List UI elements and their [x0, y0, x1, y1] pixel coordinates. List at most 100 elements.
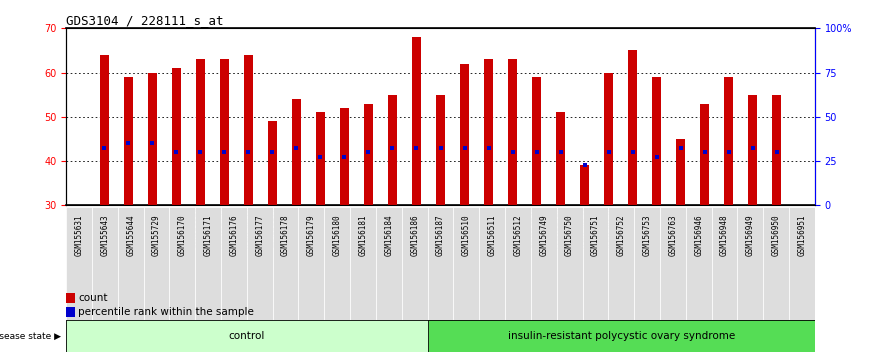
Text: GSM156751: GSM156751 — [591, 214, 600, 256]
Bar — [340, 108, 349, 205]
Bar — [376, 207, 402, 349]
Text: count: count — [78, 293, 107, 303]
Text: GSM156181: GSM156181 — [359, 214, 367, 256]
Text: GSM155643: GSM155643 — [100, 214, 109, 256]
Text: GSM156178: GSM156178 — [281, 214, 290, 256]
Point — [361, 149, 375, 155]
Point — [674, 145, 688, 151]
Text: GSM156950: GSM156950 — [772, 214, 781, 256]
Point — [602, 149, 616, 155]
Point — [553, 149, 567, 155]
Bar — [532, 77, 541, 205]
Bar — [724, 77, 733, 205]
Bar — [737, 207, 763, 349]
Bar — [221, 207, 247, 349]
Bar — [505, 207, 531, 349]
Point — [122, 141, 136, 146]
Bar — [66, 207, 92, 349]
Point — [145, 141, 159, 146]
Text: GSM156946: GSM156946 — [694, 214, 703, 256]
Text: insulin-resistant polycystic ovary syndrome: insulin-resistant polycystic ovary syndr… — [507, 331, 735, 341]
Bar — [196, 59, 204, 205]
Bar — [609, 207, 634, 349]
Bar — [653, 77, 661, 205]
Bar — [172, 68, 181, 205]
Bar — [436, 95, 445, 205]
Bar — [749, 95, 757, 205]
Point — [218, 149, 232, 155]
Bar — [124, 77, 132, 205]
Point — [314, 154, 328, 159]
Bar — [582, 207, 609, 349]
Bar — [144, 207, 169, 349]
Bar — [66, 293, 75, 303]
Bar — [292, 99, 300, 205]
Bar — [557, 113, 565, 205]
Text: percentile rank within the sample: percentile rank within the sample — [78, 307, 255, 317]
Bar — [485, 59, 492, 205]
Text: GSM156511: GSM156511 — [488, 214, 497, 256]
Text: GSM155729: GSM155729 — [152, 214, 161, 256]
Text: control: control — [229, 331, 265, 341]
Point — [506, 149, 520, 155]
Text: GSM155644: GSM155644 — [126, 214, 135, 256]
Bar — [700, 103, 709, 205]
Point — [265, 149, 279, 155]
Bar — [454, 207, 479, 349]
Bar — [244, 55, 253, 205]
Bar — [763, 207, 789, 349]
Bar — [272, 207, 299, 349]
Text: GSM156179: GSM156179 — [307, 214, 316, 256]
Bar — [628, 50, 637, 205]
Bar — [364, 103, 373, 205]
Text: GSM156763: GSM156763 — [669, 214, 677, 256]
Text: GSM156176: GSM156176 — [229, 214, 239, 256]
Bar — [324, 207, 350, 349]
Text: GSM156949: GSM156949 — [746, 214, 755, 256]
Bar — [100, 55, 108, 205]
Point — [482, 145, 496, 151]
Point — [626, 149, 640, 155]
Bar — [531, 207, 557, 349]
Text: disease state ▶: disease state ▶ — [0, 332, 61, 341]
Bar — [604, 73, 613, 205]
Bar — [412, 37, 421, 205]
Bar — [118, 207, 144, 349]
Point — [385, 145, 399, 151]
Text: GDS3104 / 228111_s_at: GDS3104 / 228111_s_at — [66, 14, 224, 27]
Text: GSM156184: GSM156184 — [384, 214, 393, 256]
Bar — [316, 113, 324, 205]
Point — [169, 149, 183, 155]
Text: GSM156750: GSM156750 — [565, 214, 574, 256]
Point — [529, 149, 544, 155]
Text: GSM156177: GSM156177 — [255, 214, 264, 256]
Text: GSM156749: GSM156749 — [539, 214, 548, 256]
Bar — [66, 307, 75, 317]
Bar — [148, 73, 157, 205]
Point — [410, 145, 424, 151]
Point — [649, 154, 663, 159]
Point — [698, 149, 712, 155]
Text: GSM156512: GSM156512 — [514, 214, 522, 256]
Text: GSM156187: GSM156187 — [436, 214, 445, 256]
Text: GSM156186: GSM156186 — [411, 214, 419, 256]
Bar — [402, 207, 427, 349]
Text: GSM156170: GSM156170 — [178, 214, 187, 256]
Bar — [66, 320, 427, 352]
Bar — [789, 207, 815, 349]
Point — [770, 149, 784, 155]
Point — [433, 145, 448, 151]
Point — [578, 162, 592, 168]
Point — [241, 149, 255, 155]
Bar — [196, 207, 221, 349]
Point — [97, 145, 111, 151]
Point — [457, 145, 471, 151]
Point — [289, 145, 303, 151]
Bar — [685, 207, 712, 349]
Bar — [427, 207, 454, 349]
Bar — [389, 95, 396, 205]
Bar — [660, 207, 685, 349]
Text: GSM156171: GSM156171 — [204, 214, 212, 256]
Text: GSM156951: GSM156951 — [797, 214, 806, 256]
Bar — [581, 165, 589, 205]
